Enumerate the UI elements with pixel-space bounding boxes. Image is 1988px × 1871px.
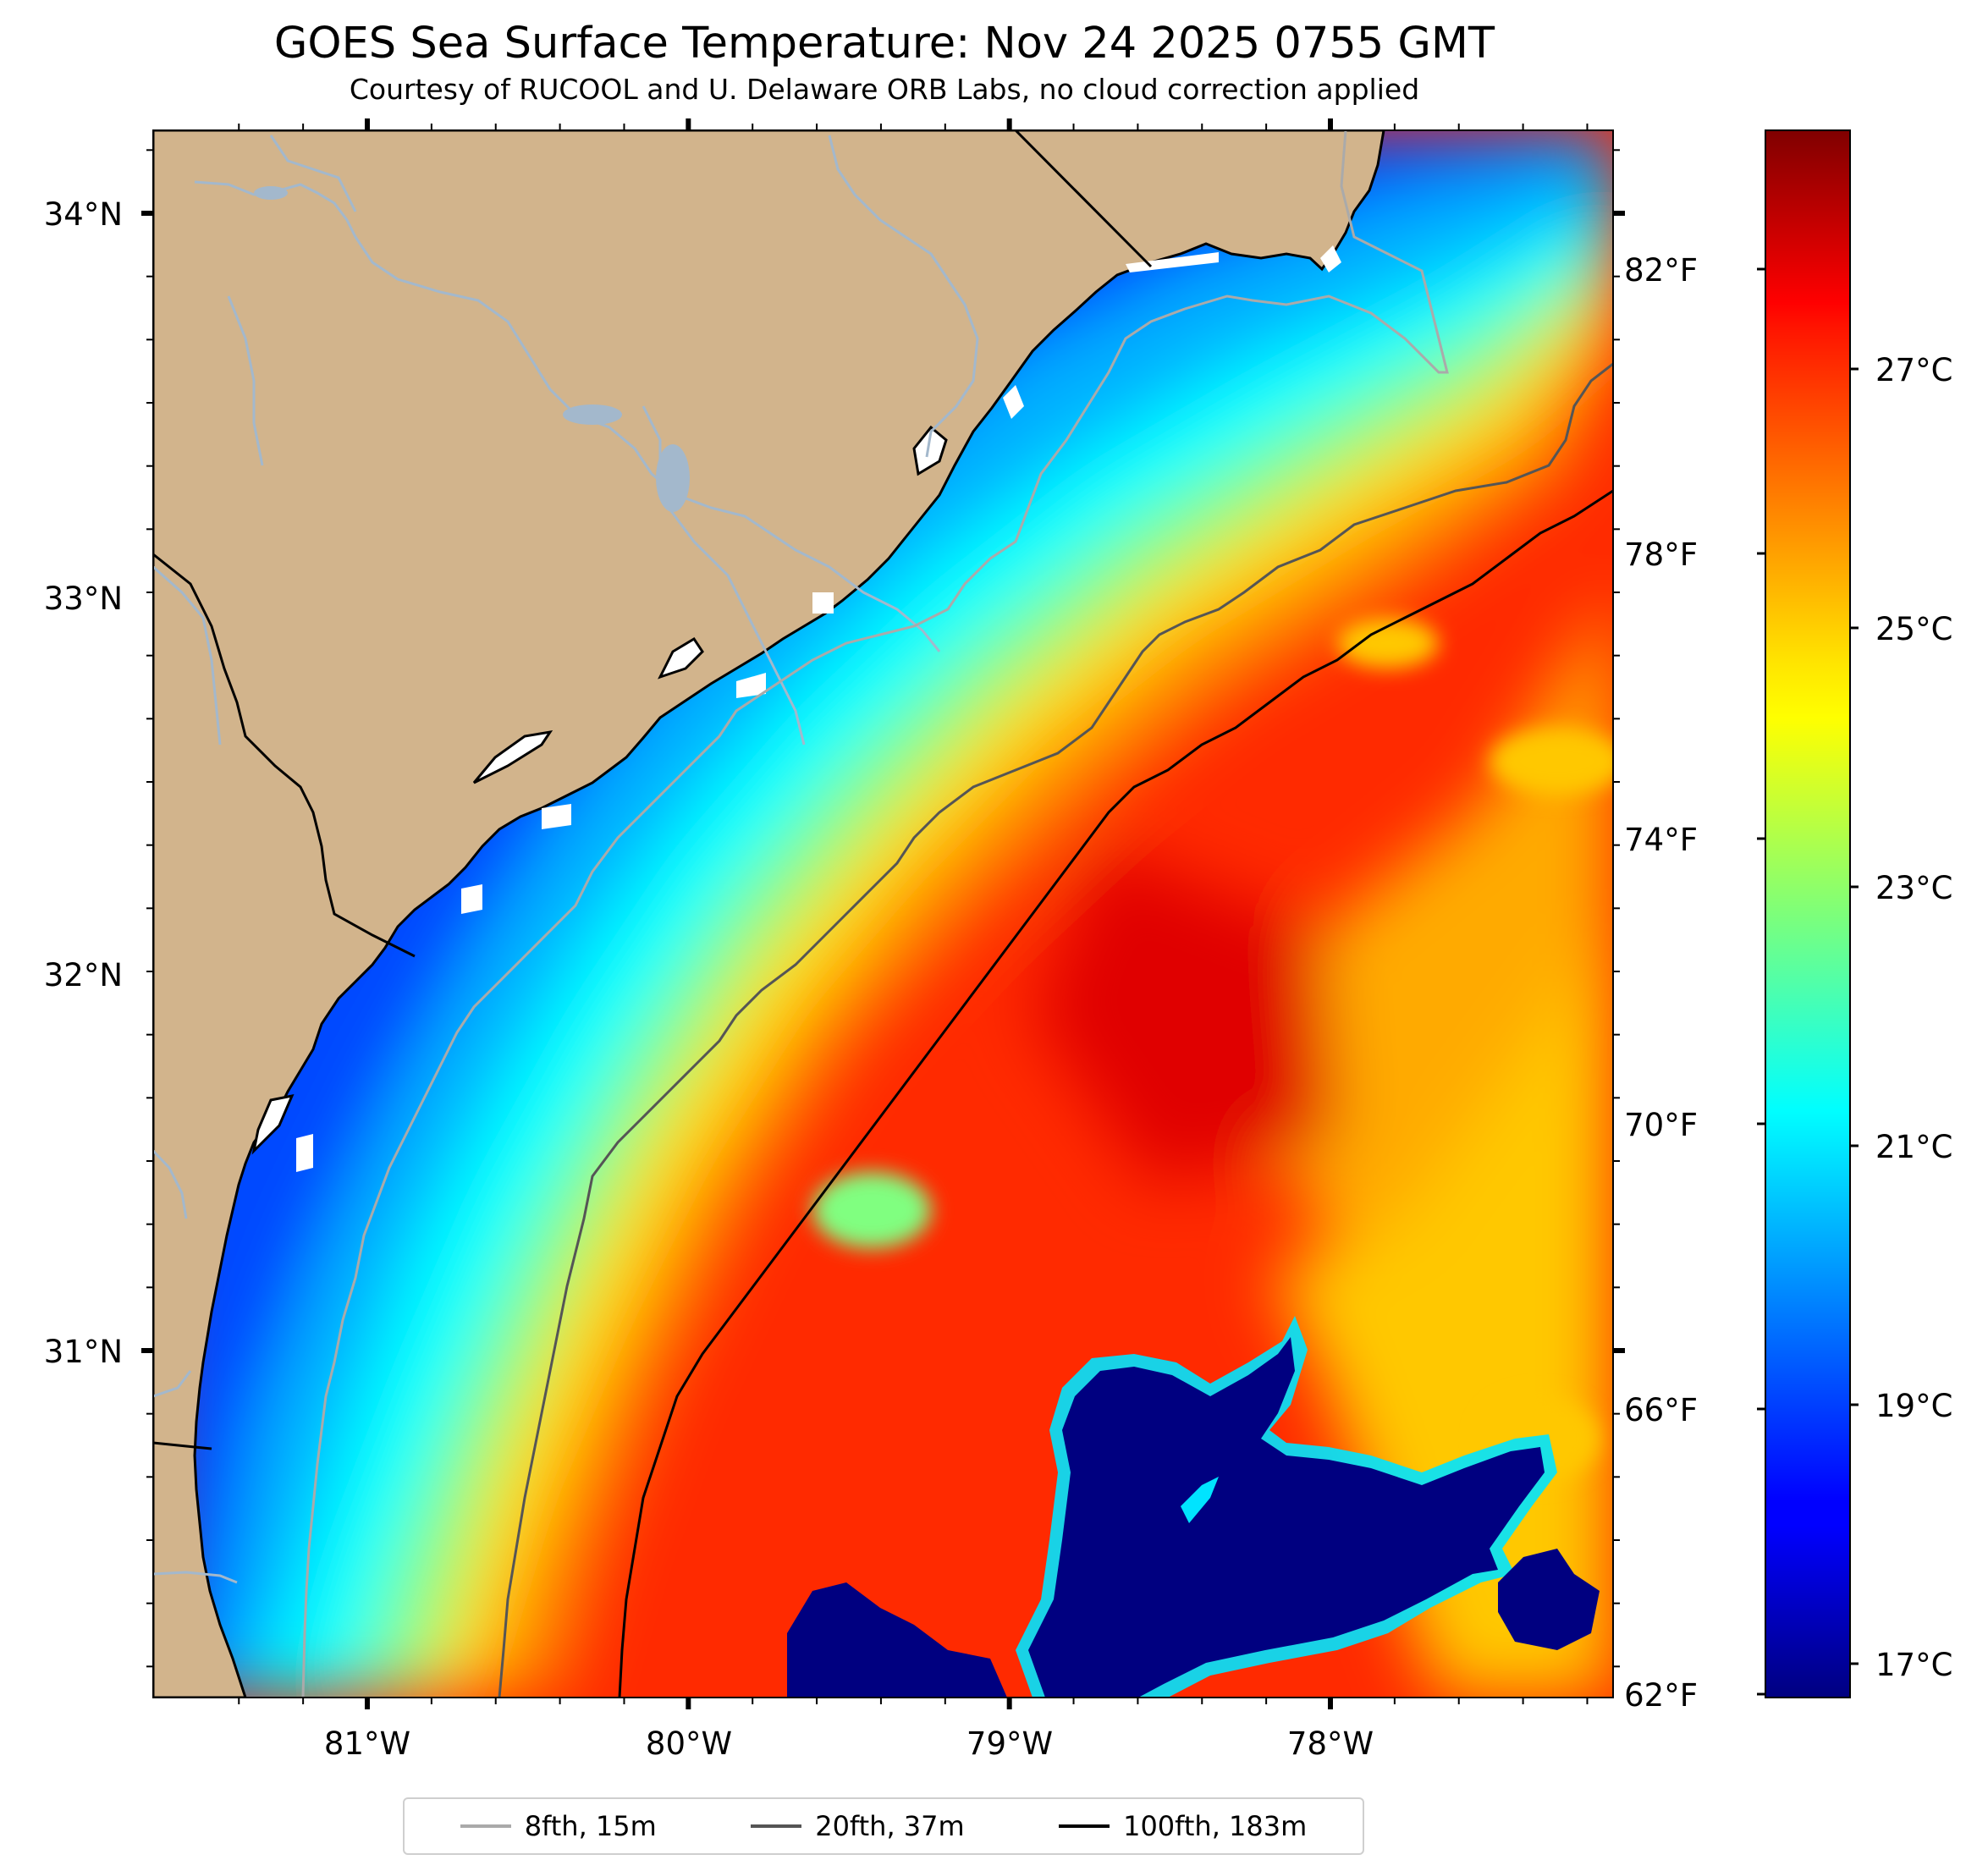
fahrenheit-label: 62°F xyxy=(1624,1677,1698,1714)
legend-swatch xyxy=(751,1824,802,1828)
legend-label: 20fth, 37m xyxy=(815,1810,965,1842)
colorbar-ticks xyxy=(1757,267,1859,1696)
axis-labels: 34°N 33°N 32°N 31°N 81°W 80°W 79°W 78°W … xyxy=(44,196,1953,1762)
isobath-100fth xyxy=(618,489,1613,1698)
fahrenheit-label: 66°F xyxy=(1624,1392,1698,1428)
fahrenheit-label: 74°F xyxy=(1624,822,1698,858)
fahrenheit-label: 78°F xyxy=(1624,537,1698,573)
map-subtitle: Courtesy of RUCOOL and U. Delaware ORB L… xyxy=(349,73,1420,106)
celsius-label: 25°C xyxy=(1875,611,1952,647)
map-title: GOES Sea Surface Temperature: Nov 24 202… xyxy=(273,19,1495,69)
isobath-legend: 8fth, 15m 20fth, 37m 100fth, 183m xyxy=(403,1797,1364,1855)
legend-label: 8fth, 15m xyxy=(524,1810,657,1842)
legend-item-100fth: 100fth, 183m xyxy=(1059,1810,1307,1842)
lat-tick-label: 33°N xyxy=(44,581,123,617)
cloud-area xyxy=(787,1316,1600,1698)
fahrenheit-label: 82°F xyxy=(1624,252,1698,289)
lon-tick-label: 79°W xyxy=(966,1725,1053,1762)
colorbar xyxy=(1757,129,1859,1698)
lon-tick-label: 78°W xyxy=(1287,1725,1374,1762)
map-plot-area xyxy=(153,130,1613,1698)
celsius-label: 19°C xyxy=(1875,1388,1952,1424)
legend-swatch xyxy=(1059,1824,1110,1828)
colorbar-gradient xyxy=(1765,129,1851,1698)
lon-tick-label: 80°W xyxy=(646,1725,732,1762)
celsius-label: 27°C xyxy=(1875,352,1952,388)
nodata-coast xyxy=(296,245,1341,1172)
celsius-label: 21°C xyxy=(1875,1129,1952,1165)
lat-tick-label: 32°N xyxy=(44,957,123,993)
map-ticks xyxy=(141,118,1625,1709)
celsius-label: 17°C xyxy=(1875,1647,1952,1683)
rivers xyxy=(153,135,979,1584)
state-borders xyxy=(153,130,1153,1450)
legend-swatch xyxy=(460,1824,511,1828)
lat-tick-label: 34°N xyxy=(44,196,123,233)
lat-tick-label: 31°N xyxy=(44,1334,123,1370)
lon-tick-label: 81°W xyxy=(324,1725,410,1762)
legend-item-8fth: 8fth, 15m xyxy=(460,1810,657,1842)
celsius-label: 23°C xyxy=(1875,870,1952,906)
legend-item-20fth: 20fth, 37m xyxy=(751,1810,965,1842)
lakes xyxy=(254,186,690,512)
map-frame xyxy=(152,129,1614,1698)
isobath-8fth xyxy=(301,130,1449,1698)
fahrenheit-label: 70°F xyxy=(1624,1107,1698,1143)
isobath-20fth xyxy=(498,362,1613,1698)
coastal-islands xyxy=(251,425,948,1155)
legend-label: 100fth, 183m xyxy=(1123,1810,1308,1842)
